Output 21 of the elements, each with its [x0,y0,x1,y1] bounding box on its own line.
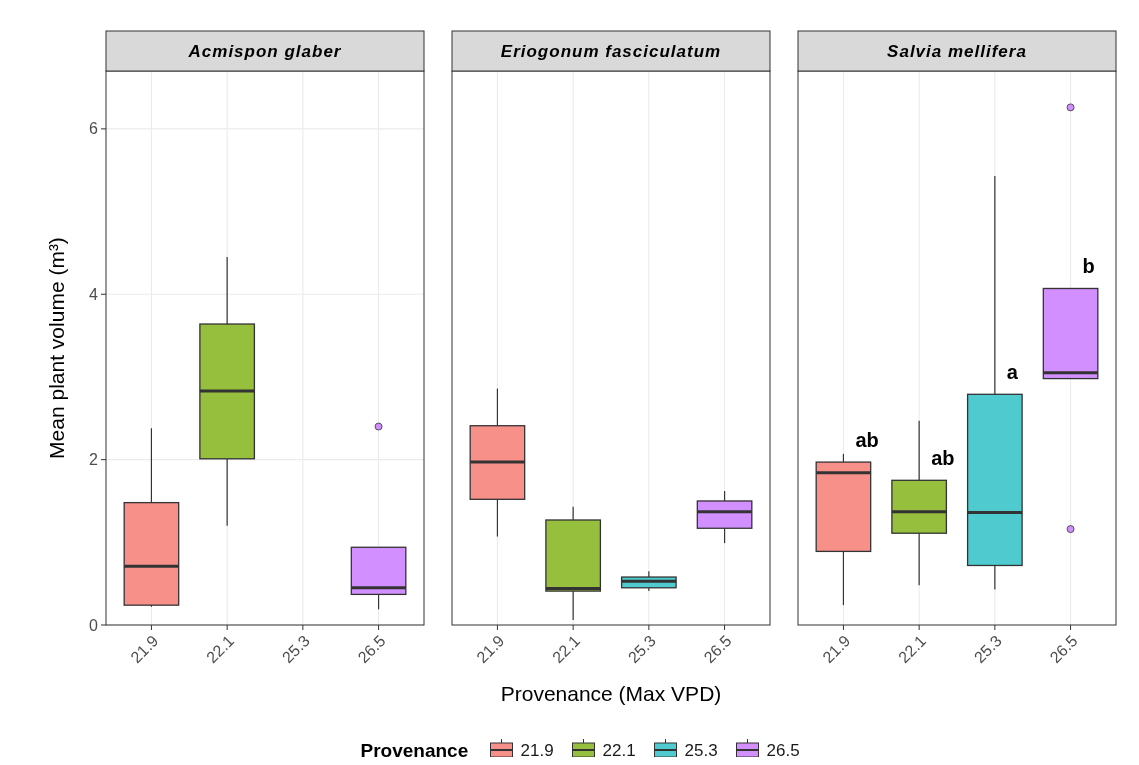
legend-label: 26.5 [766,740,800,760]
y-axis-title: Mean plant volume (m³) [45,237,68,459]
y-tick-label: 6 [89,120,99,138]
annotation: a [1006,361,1019,384]
x-axis-title: Provenance (Max VPD) [500,682,722,705]
chart-title: Eriogonum fasciculatum [500,41,722,61]
x-tick-label: 22.1 [203,631,238,667]
y-tick-label: 2 [89,451,99,469]
legend-label: 25.3 [684,740,718,760]
y-tick-label: 0 [89,616,99,634]
x-tick-label: 22.1 [895,631,930,667]
chart-title: Salvia mellifera [887,41,1027,61]
annotation: ab [931,447,955,470]
legend-label: 22.1 [602,740,636,760]
y-tick-label: 4 [89,285,99,303]
x-tick-label: 22.1 [549,631,584,667]
chart-title: Acmispon glaber [187,41,342,61]
legend-label: 21.9 [520,740,554,760]
annotation: b [1082,255,1095,278]
annotation: ab [855,429,879,452]
legend-title: Provenance [360,739,469,761]
